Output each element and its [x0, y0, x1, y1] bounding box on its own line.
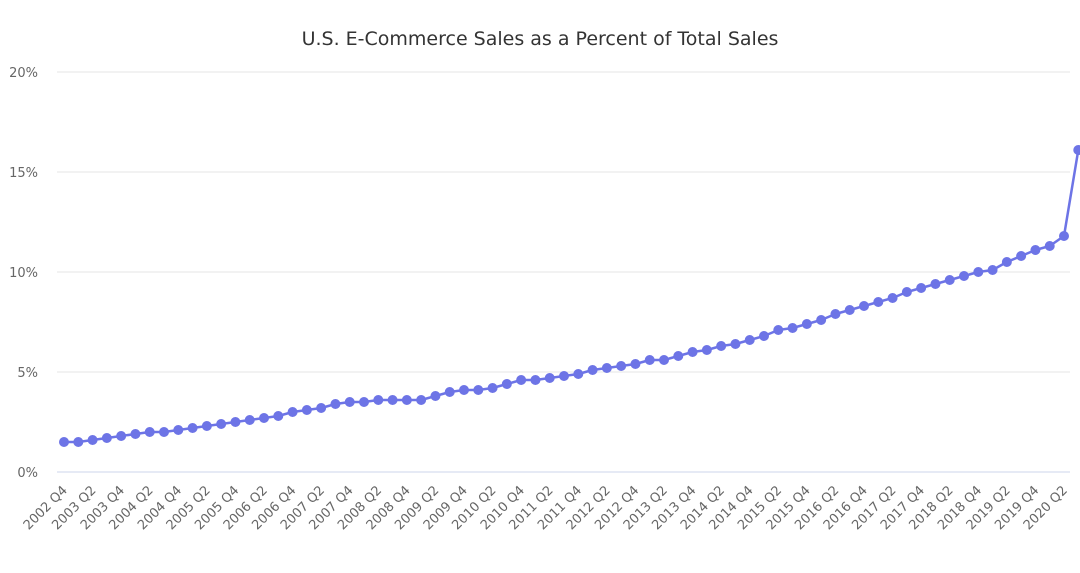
data-point[interactable] — [859, 301, 869, 311]
y-tick-label: 20% — [9, 66, 38, 81]
data-point[interactable] — [173, 425, 184, 435]
y-axis-ticks: 0% 5% 10% 15% 20% — [9, 66, 38, 481]
gridlines — [57, 71, 1070, 473]
series-line — [64, 149, 1080, 444]
data-point[interactable] — [644, 355, 655, 365]
data-point[interactable] — [887, 293, 898, 303]
data-point[interactable] — [459, 385, 469, 395]
data-point[interactable] — [730, 339, 741, 349]
data-point[interactable] — [830, 309, 841, 319]
data-point[interactable] — [416, 395, 427, 405]
data-point[interactable] — [601, 363, 612, 373]
y-tick-label: 5% — [17, 366, 38, 381]
data-point[interactable] — [230, 417, 241, 427]
data-point[interactable] — [1030, 245, 1041, 255]
data-point[interactable] — [744, 335, 755, 345]
data-point[interactable] — [273, 411, 284, 421]
data-point[interactable] — [930, 279, 941, 289]
data-point[interactable] — [673, 351, 684, 361]
data-point[interactable] — [687, 347, 698, 357]
data-point[interactable] — [573, 369, 584, 379]
data-point[interactable] — [301, 405, 312, 415]
data-point[interactable] — [244, 415, 255, 425]
data-point[interactable] — [516, 375, 527, 385]
data-point[interactable] — [373, 395, 384, 405]
data-point[interactable] — [801, 319, 812, 329]
data-point[interactable] — [259, 413, 269, 423]
data-point[interactable] — [530, 375, 541, 385]
data-point[interactable] — [659, 355, 669, 365]
data-point[interactable] — [1001, 257, 1012, 267]
data-point[interactable] — [844, 305, 855, 315]
data-point[interactable] — [1059, 231, 1069, 241]
data-point[interactable] — [1016, 251, 1027, 261]
data-point[interactable] — [1044, 241, 1055, 251]
data-point[interactable] — [344, 397, 355, 407]
data-point[interactable] — [559, 371, 569, 381]
data-point[interactable] — [59, 437, 69, 447]
data-point[interactable] — [816, 315, 827, 325]
data-point[interactable] — [359, 397, 369, 407]
data-point[interactable] — [401, 395, 412, 405]
data-point[interactable] — [787, 323, 798, 333]
data-point[interactable] — [87, 435, 98, 445]
data-point[interactable] — [444, 387, 455, 397]
data-point[interactable] — [616, 361, 627, 371]
data-point[interactable] — [73, 437, 84, 447]
data-point[interactable] — [159, 427, 169, 437]
data-point[interactable] — [716, 341, 727, 351]
data-point[interactable] — [773, 325, 784, 335]
data-point[interactable] — [1073, 145, 1080, 155]
data-point[interactable] — [959, 271, 969, 281]
y-tick-label: 0% — [17, 466, 38, 481]
data-point[interactable] — [544, 373, 555, 383]
y-tick-label: 10% — [9, 266, 38, 281]
data-point[interactable] — [901, 287, 912, 297]
data-point[interactable] — [630, 359, 641, 369]
chart-title: U.S. E-Commerce Sales as a Percent of To… — [302, 28, 779, 50]
y-tick-label: 15% — [9, 166, 38, 181]
data-point[interactable] — [287, 407, 298, 417]
data-point[interactable] — [430, 391, 441, 401]
data-point[interactable] — [873, 297, 884, 307]
data-point[interactable] — [216, 419, 227, 429]
data-point[interactable] — [387, 395, 398, 405]
data-point[interactable] — [130, 429, 141, 439]
data-point[interactable] — [587, 365, 598, 375]
data-point[interactable] — [701, 345, 712, 355]
series-group — [59, 145, 1080, 447]
data-point[interactable] — [944, 275, 955, 285]
data-point[interactable] — [916, 283, 927, 293]
data-point[interactable] — [473, 385, 484, 395]
data-point[interactable] — [101, 433, 112, 443]
data-point[interactable] — [487, 383, 498, 393]
data-point[interactable] — [759, 331, 769, 341]
data-point[interactable] — [501, 379, 512, 389]
data-point[interactable] — [201, 421, 212, 431]
data-point[interactable] — [187, 423, 198, 433]
data-point[interactable] — [116, 431, 127, 441]
data-point[interactable] — [987, 265, 998, 275]
data-point[interactable] — [144, 427, 155, 437]
data-point[interactable] — [316, 403, 327, 413]
data-point[interactable] — [973, 267, 984, 277]
data-point[interactable] — [330, 399, 341, 409]
